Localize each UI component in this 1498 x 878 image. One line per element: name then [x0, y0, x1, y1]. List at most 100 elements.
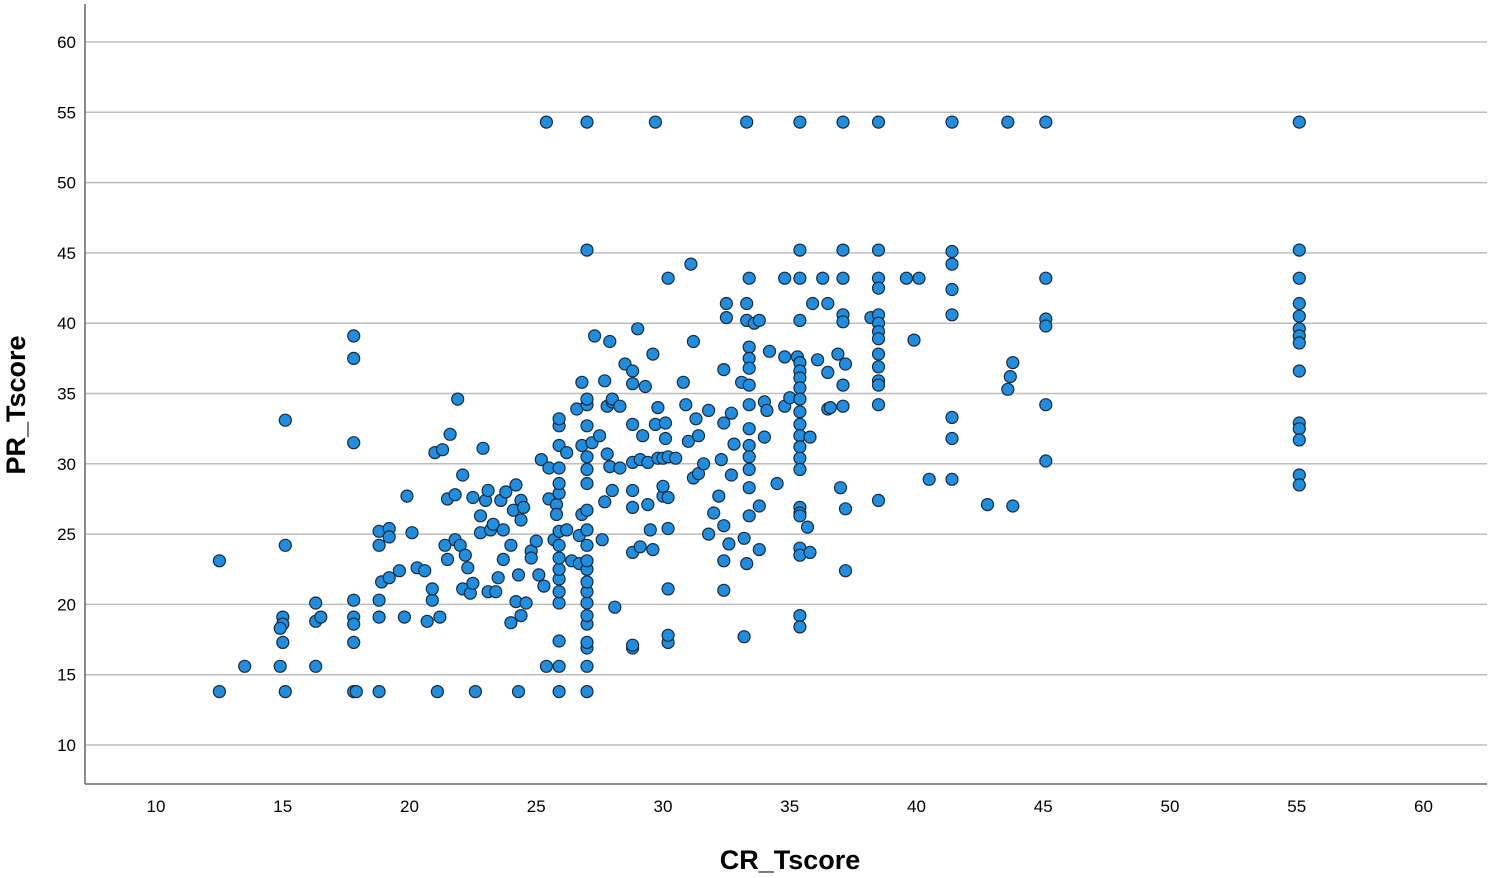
data-point — [519, 596, 533, 610]
data-point — [816, 271, 830, 285]
data-point — [871, 332, 886, 346]
data-point — [793, 417, 807, 431]
data-point — [580, 596, 594, 610]
data-point — [793, 440, 807, 454]
data-point — [511, 568, 526, 582]
data-point — [836, 115, 850, 129]
data-point — [742, 361, 756, 375]
data-point — [595, 533, 609, 547]
data-point — [598, 374, 612, 388]
data-point — [435, 443, 450, 457]
data-point — [727, 437, 741, 451]
data-point — [1006, 356, 1020, 370]
x-tick-label: 60 — [1414, 797, 1433, 816]
data-point — [762, 344, 777, 358]
data-point — [696, 457, 711, 471]
data-point — [684, 257, 698, 271]
data-point — [532, 568, 546, 582]
data-point — [643, 523, 657, 537]
data-point — [580, 503, 594, 517]
data-point — [625, 417, 640, 431]
data-point — [347, 351, 361, 365]
data-point — [382, 530, 396, 544]
data-point — [382, 571, 396, 585]
data-point — [625, 500, 640, 514]
data-point — [689, 412, 703, 426]
data-point — [347, 635, 361, 650]
data-point — [309, 659, 323, 673]
data-point — [742, 398, 756, 412]
data-point — [372, 610, 386, 624]
data-point — [592, 429, 607, 443]
y-tick-label: 25 — [57, 525, 76, 544]
data-point — [625, 483, 640, 498]
data-point — [742, 422, 756, 436]
data-point — [1292, 309, 1306, 323]
data-point — [836, 315, 850, 329]
data-point — [945, 115, 959, 129]
data-point — [836, 378, 850, 392]
data-point — [560, 446, 574, 460]
data-point — [580, 538, 594, 552]
data-point — [273, 659, 287, 673]
data-point — [742, 462, 756, 476]
data-point — [448, 488, 462, 502]
y-tick-label: 60 — [57, 33, 76, 52]
x-tick-label: 45 — [1034, 797, 1053, 816]
data-point — [347, 329, 361, 343]
y-tick-labels: 10 15 20 25 30 35 40 45 50 55 60 — [57, 33, 76, 755]
data-point — [580, 684, 594, 699]
data-point — [499, 485, 513, 499]
data-point — [871, 493, 886, 507]
data-point — [598, 495, 612, 509]
data-point — [349, 684, 363, 699]
data-point — [405, 526, 419, 540]
data-point — [613, 461, 627, 475]
data-point — [539, 115, 554, 129]
data-point — [821, 296, 835, 311]
data-point — [347, 593, 361, 607]
data-point — [778, 271, 792, 285]
data-point — [631, 322, 645, 336]
data-point — [511, 684, 526, 699]
data-point — [742, 378, 756, 392]
data-point — [800, 520, 815, 534]
data-point — [871, 115, 886, 129]
data-point — [504, 538, 518, 552]
data-point — [278, 538, 292, 552]
y-tick-label: 40 — [57, 314, 76, 333]
data-point — [466, 576, 480, 590]
data-point — [605, 483, 619, 498]
y-axis-title: PR_Tscore — [1, 335, 31, 474]
data-point — [1039, 319, 1053, 333]
data-point — [278, 413, 292, 427]
data-point — [625, 364, 640, 378]
data-point — [823, 401, 837, 415]
data-point — [717, 519, 731, 533]
data-point — [742, 271, 756, 285]
y-tick-label: 35 — [57, 385, 76, 404]
data-point — [273, 621, 287, 635]
data-point — [661, 628, 675, 642]
data-point — [625, 638, 640, 652]
data-point — [1292, 243, 1306, 257]
data-point — [1292, 478, 1306, 492]
data-point — [742, 340, 756, 354]
data-point — [400, 489, 414, 503]
data-point — [420, 614, 434, 628]
data-point — [496, 523, 510, 537]
data-point — [922, 472, 936, 486]
data-point — [760, 403, 774, 417]
data-point — [509, 478, 523, 492]
x-tick-label: 10 — [147, 797, 166, 816]
data-point — [742, 481, 756, 495]
data-point — [871, 360, 886, 374]
data-point — [1003, 370, 1017, 384]
data-point — [575, 375, 589, 389]
data-point — [701, 403, 716, 417]
data-point — [625, 377, 640, 391]
data-point — [661, 271, 675, 285]
data-point — [737, 531, 751, 545]
data-point — [724, 406, 739, 420]
data-point — [430, 684, 444, 699]
